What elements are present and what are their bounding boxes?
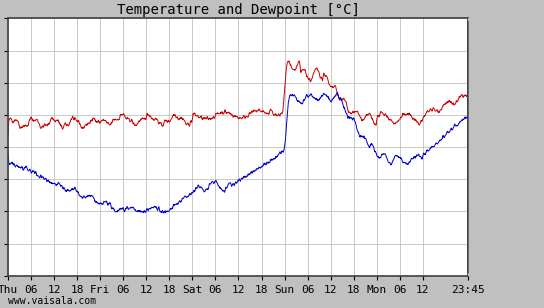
Title: Temperature and Dewpoint [°C]: Temperature and Dewpoint [°C] bbox=[116, 3, 360, 17]
Text: www.vaisala.com: www.vaisala.com bbox=[8, 297, 96, 306]
